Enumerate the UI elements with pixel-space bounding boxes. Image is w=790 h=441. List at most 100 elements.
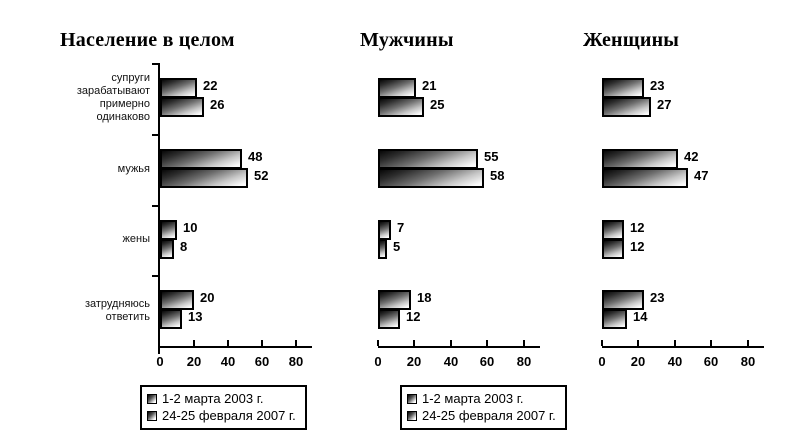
bar-2003 (160, 148, 242, 169)
bar-2007 (378, 309, 400, 330)
bar-2003 (378, 219, 391, 240)
y-axis-end (158, 346, 160, 354)
bar-value-label: 20 (200, 290, 215, 306)
bar-value-label: 8 (180, 238, 188, 254)
x-axis-tick-label: 40 (667, 354, 683, 369)
y-axis-category-tick (152, 275, 158, 278)
bar-2003 (160, 219, 177, 240)
x-axis-tick (295, 340, 297, 346)
bar-2007 (378, 167, 484, 188)
bar-2003 (378, 78, 416, 98)
x-axis-tick (637, 340, 639, 346)
x-axis-tick (261, 340, 263, 346)
category-label-text: мужья (117, 162, 150, 175)
category-label: затрудняюсь ответить (46, 275, 150, 346)
chart-panel-women: Женщины 23 27 42 47 12 12 23 14 0 20 40 60 80 (581, 25, 786, 435)
bar-2007 (378, 97, 424, 117)
x-axis-tick (674, 340, 676, 346)
x-axis-tick-label: 60 (703, 354, 719, 369)
bar-value-label: 12 (406, 309, 421, 325)
bar-value-label: 23 (650, 290, 665, 306)
legend-item: 24-25 февраля 2007 г. (407, 407, 556, 424)
x-axis-line (158, 346, 312, 348)
x-axis-tick (486, 340, 488, 346)
y-axis-category-tick (152, 133, 158, 136)
bar-2007 (160, 167, 248, 188)
x-axis-tick (377, 340, 379, 346)
bar-value-label: 13 (188, 309, 203, 325)
bar-value-label: 27 (657, 97, 672, 112)
bar-2007 (378, 238, 387, 259)
bar-value-label: 26 (210, 97, 225, 112)
category-label-text: затрудняюсь ответить (84, 297, 150, 323)
bar-value-label: 25 (430, 97, 445, 112)
legend-series-label: 1-2 марта 2003 г. (162, 391, 264, 406)
x-axis-line (378, 346, 540, 348)
x-axis-tick-label: 20 (186, 354, 202, 369)
bar-value-label: 12 (630, 219, 645, 235)
legend-item: 1-2 марта 2003 г. (407, 390, 556, 407)
legend-item: 1-2 марта 2003 г. (147, 390, 296, 407)
legend-box: 1-2 марта 2003 г. 24-25 февраля 2007 г. (400, 385, 567, 430)
x-axis-tick-label: 80 (288, 354, 304, 369)
panel-title: Женщины (583, 29, 680, 51)
plot-area: 22 26 48 52 10 8 20 13 0 20 40 60 80 (152, 63, 345, 369)
x-axis-tick-label: 0 (598, 354, 606, 369)
bar-2007 (602, 167, 688, 188)
category-label-text: жены (122, 233, 150, 246)
legend-marker-icon (147, 393, 157, 404)
bar-2007 (602, 97, 651, 117)
panel-title: Население в целом (60, 29, 235, 51)
category-label: жены (46, 205, 150, 276)
x-axis-tick (523, 340, 525, 346)
bar-2007 (160, 97, 204, 117)
bar-2003 (602, 290, 644, 311)
legend-series-label: 1-2 марта 2003 г. (422, 391, 524, 406)
bar-value-label: 47 (694, 167, 709, 183)
bar-2003 (160, 78, 197, 98)
legend-series-label: 24-25 февраля 2007 г. (422, 408, 556, 423)
x-axis-tick (413, 340, 415, 346)
x-axis-tick-label: 80 (740, 354, 756, 369)
bar-2003 (602, 219, 624, 240)
x-axis-tick (193, 340, 195, 346)
x-axis-tick (747, 340, 749, 346)
x-axis-tick (227, 340, 229, 346)
x-axis-tick-label: 20 (406, 354, 422, 369)
bar-value-label: 7 (397, 219, 405, 235)
y-axis-category-tick (152, 63, 158, 65)
bar-2003 (160, 290, 194, 311)
x-axis-tick-label: 20 (630, 354, 646, 369)
x-axis-tick-label: 60 (479, 354, 495, 369)
bar-2007 (160, 309, 182, 330)
bar-value-label: 23 (650, 78, 665, 93)
panel-title: Мужчины (360, 29, 454, 51)
bar-2003 (602, 78, 644, 98)
x-axis-tick-label: 80 (516, 354, 532, 369)
bar-value-label: 10 (183, 219, 198, 235)
chart-panel-population: Население в целом супруги зарабатывают п… (38, 25, 358, 435)
bar-value-label: 21 (422, 78, 437, 93)
bar-2007 (602, 238, 624, 259)
x-axis-tick (601, 340, 603, 346)
legend-marker-icon (407, 410, 417, 421)
bar-value-label: 12 (630, 238, 645, 254)
category-labels: супруги зарабатывают примерно одинаково м… (46, 63, 150, 346)
x-axis-tick-label: 60 (254, 354, 270, 369)
x-axis-tick-label: 40 (220, 354, 236, 369)
bar-value-label: 52 (254, 167, 269, 183)
category-label: мужья (46, 134, 150, 205)
legend-item: 24-25 февраля 2007 г. (147, 407, 296, 424)
bar-value-label: 42 (684, 148, 699, 164)
category-label: супруги зарабатывают примерно одинаково (46, 63, 150, 134)
bar-value-label: 58 (490, 167, 505, 183)
plot-area: 21 25 55 58 7 5 18 12 0 20 40 60 80 (374, 63, 563, 369)
bar-2007 (602, 309, 627, 330)
x-axis-tick-label: 40 (443, 354, 459, 369)
x-axis-line (602, 346, 764, 348)
bar-2007 (160, 238, 174, 259)
bar-value-label: 55 (484, 148, 499, 164)
bar-value-label: 22 (203, 78, 218, 93)
bar-value-label: 5 (393, 238, 401, 254)
x-axis-tick (710, 340, 712, 346)
